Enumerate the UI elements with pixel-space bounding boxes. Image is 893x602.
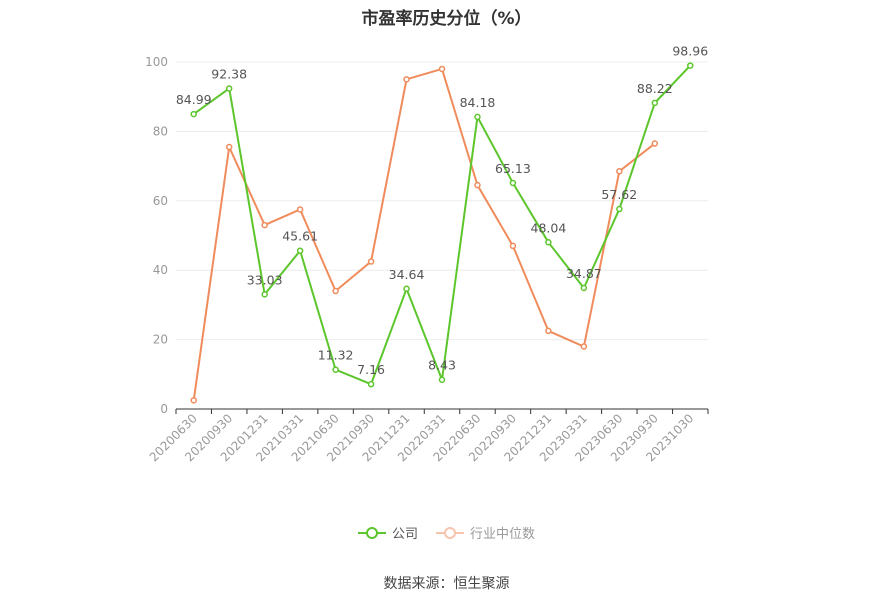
y-tick-label: 20 (153, 333, 168, 347)
data-point (261, 291, 268, 298)
data-label: 8.43 (428, 358, 456, 373)
data-point (261, 221, 268, 229)
data-point (580, 343, 588, 350)
data-point (190, 110, 197, 118)
grid-lines (176, 61, 708, 341)
data-point (474, 113, 481, 121)
data-label: 57.62 (601, 187, 637, 202)
data-point (367, 258, 375, 265)
legend-swatch-company (357, 526, 386, 539)
data-label: 34.87 (566, 266, 602, 281)
data-label: 84.18 (460, 95, 496, 110)
data-label: 92.38 (211, 66, 247, 81)
data-point (403, 285, 410, 293)
data-point (545, 239, 552, 246)
legend: 公司 行业中位数 (0, 523, 893, 542)
y-tick-label: 60 (153, 194, 168, 208)
legend-item-company[interactable]: 公司 (357, 523, 418, 542)
data-point (651, 99, 659, 107)
data-point (190, 397, 197, 404)
legend-label-company: 公司 (391, 527, 418, 542)
data-point (332, 287, 339, 295)
data-label: 7.16 (357, 362, 385, 377)
y-tick-label: 100 (145, 55, 168, 69)
series (190, 62, 694, 404)
y-tick-label: 80 (153, 124, 168, 138)
data-label: 48.04 (531, 220, 567, 235)
data-point (509, 242, 517, 250)
y-tick-label: 40 (153, 263, 168, 277)
legend-swatch-industry-median (436, 526, 464, 539)
data-point (509, 179, 517, 187)
data-source: 数据来源：恒生聚源 (383, 576, 510, 592)
data-labels: 84.99 92.38 33.03 45.61 11.327.16 34.64 8.43 84… (176, 44, 708, 378)
data-point (403, 76, 410, 83)
chart-title: 市盈率历史分位（%） (361, 9, 532, 29)
data-point (651, 140, 659, 147)
data-label: 88.22 (637, 81, 673, 96)
data-point (616, 205, 623, 213)
legend-item-industry-median[interactable]: 行业中位数 (436, 523, 535, 542)
series-line-1 (192, 67, 656, 401)
data-point (438, 376, 446, 383)
series-line-0 (193, 64, 691, 386)
y-tick-label: 0 (160, 402, 168, 416)
data-point (438, 65, 446, 73)
data-point (225, 143, 233, 151)
data-point (687, 62, 694, 69)
data-point (580, 284, 588, 292)
data-point (474, 181, 481, 189)
data-point (296, 247, 304, 254)
data-label: 11.32 (318, 348, 354, 363)
data-label: 65.13 (495, 161, 531, 176)
data-label: 98.96 (672, 44, 708, 59)
legend-label-industry-median: 行业中位数 (470, 527, 536, 542)
data-point (332, 366, 339, 373)
data-point (225, 85, 233, 92)
data-point (296, 206, 304, 213)
data-label: 34.64 (389, 267, 425, 282)
data-point (367, 380, 375, 388)
data-point (616, 168, 623, 175)
data-label: 45.61 (282, 229, 318, 244)
data-point (545, 327, 552, 335)
data-label: 33.03 (247, 272, 283, 287)
axes: 0204060801002020063020200930202012312021… (145, 55, 709, 464)
data-label: 84.99 (176, 92, 212, 107)
